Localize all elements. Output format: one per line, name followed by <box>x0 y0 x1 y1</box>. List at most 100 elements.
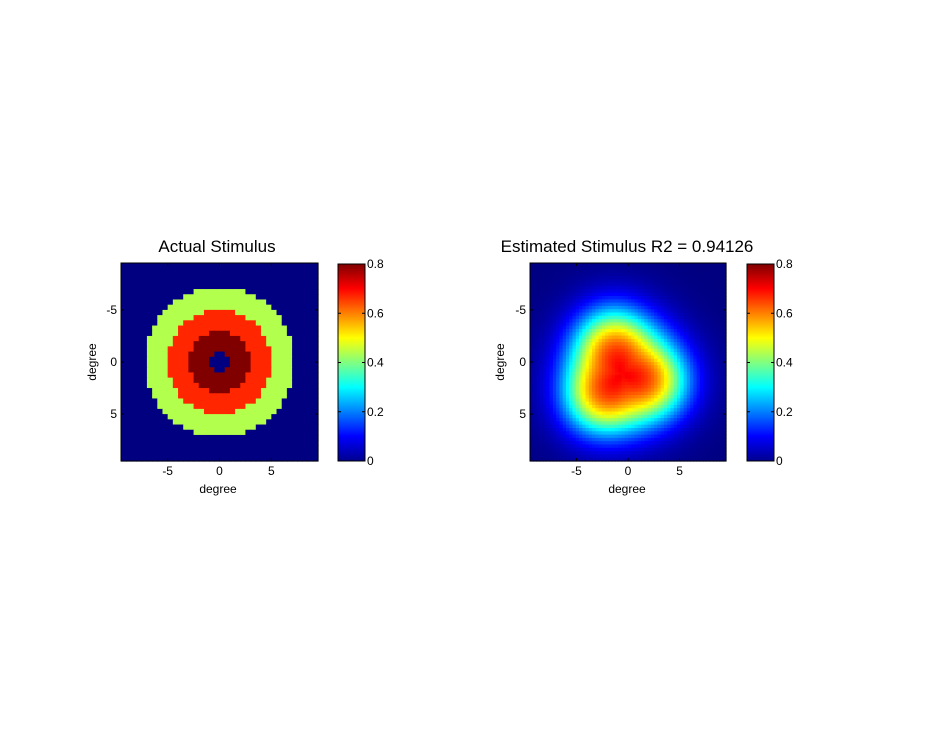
heatmap-cell <box>716 338 721 343</box>
heatmap-cell <box>536 335 541 340</box>
heatmap-cell <box>167 398 174 405</box>
heatmap-cell <box>663 279 668 284</box>
heatmap-cell <box>709 338 714 343</box>
heatmap-cell <box>579 358 583 363</box>
heatmap-cell <box>152 445 158 452</box>
heatmap-cell <box>588 289 593 294</box>
heatmap-cell <box>546 431 551 436</box>
heatmap-cell <box>136 429 143 436</box>
heatmap-cell <box>575 325 580 330</box>
heatmap-cell <box>598 286 603 290</box>
heatmap-cell <box>690 282 694 287</box>
heatmap-cell <box>556 266 560 271</box>
heatmap-cell <box>530 332 534 337</box>
heatmap-cell <box>657 378 662 383</box>
heatmap-cell <box>556 338 560 343</box>
heatmap-cell <box>579 434 583 439</box>
heatmap-cell <box>579 418 583 422</box>
heatmap-cell <box>647 391 652 396</box>
heatmap-cell <box>618 312 623 317</box>
heatmap-cell <box>307 325 314 332</box>
heatmap-cell <box>543 437 547 442</box>
heatmap-cell <box>572 276 577 281</box>
heatmap-cell <box>271 372 278 379</box>
heatmap-cell <box>703 368 707 373</box>
heatmap-cell <box>235 382 241 389</box>
heatmap-cell <box>245 304 252 311</box>
heatmap-cell <box>641 431 645 436</box>
heatmap-cell <box>126 450 132 457</box>
heatmap-cell <box>670 263 675 267</box>
heatmap-cell <box>614 421 619 426</box>
heatmap-cell <box>686 358 691 363</box>
heatmap-cell <box>260 419 267 426</box>
heatmap-cell <box>605 338 609 343</box>
heatmap-cell <box>611 408 616 413</box>
heatmap-cell <box>146 455 153 462</box>
heatmap-cell <box>608 299 613 304</box>
heatmap-cell <box>716 279 721 284</box>
heatmap-cell <box>592 437 596 442</box>
heatmap-cell <box>716 269 721 274</box>
heatmap-cell <box>677 345 681 350</box>
heatmap-cell <box>579 378 583 383</box>
heatmap-cell <box>601 319 606 323</box>
heatmap-cell <box>660 431 665 436</box>
heatmap-cell <box>628 362 632 366</box>
heatmap-cell <box>121 403 127 410</box>
heatmap-cell <box>141 377 148 384</box>
heatmap-cell <box>618 302 623 307</box>
heatmap-cell <box>611 289 616 294</box>
heatmap-cell <box>703 362 707 366</box>
heatmap-cell <box>680 292 685 297</box>
heatmap-cell <box>693 286 698 290</box>
heatmap-cell <box>224 419 231 426</box>
heatmap-cell <box>614 414 619 419</box>
heatmap-cell <box>565 312 570 317</box>
heatmap-cell <box>670 375 675 380</box>
heatmap-cell <box>598 276 603 281</box>
heatmap-cell <box>706 325 711 330</box>
heatmap-cell <box>657 451 662 455</box>
heatmap-cell <box>575 296 580 300</box>
heatmap-cell <box>193 445 200 452</box>
heatmap-cell <box>706 434 711 439</box>
heatmap-cell <box>637 325 642 330</box>
heatmap-cell <box>722 269 727 274</box>
heatmap-cell <box>614 322 619 327</box>
heatmap-cell <box>575 319 580 323</box>
heatmap-cell <box>686 444 691 449</box>
heatmap-cell <box>121 445 127 452</box>
heatmap-cell <box>559 388 564 393</box>
heatmap-cell <box>546 454 551 459</box>
heatmap-cell <box>556 302 560 307</box>
heatmap-cell <box>598 434 603 439</box>
heatmap-cell <box>556 365 560 370</box>
heatmap-cell <box>598 424 603 429</box>
heatmap-cell <box>146 382 153 389</box>
heatmap-cell <box>575 329 580 333</box>
heatmap-cell <box>611 375 616 380</box>
heatmap-cell <box>530 404 534 409</box>
heatmap-cell <box>624 329 629 333</box>
heatmap-cell <box>628 391 632 396</box>
heatmap-cell <box>162 356 169 363</box>
heatmap-cell <box>579 444 583 449</box>
heatmap-cell <box>193 325 200 332</box>
heatmap-cell <box>618 325 623 330</box>
heatmap-cell <box>565 342 570 347</box>
heatmap-cell <box>686 371 691 376</box>
heatmap-cell <box>703 441 707 446</box>
heatmap-cell <box>549 428 554 432</box>
heatmap-cell <box>203 341 210 347</box>
heatmap-cell <box>136 289 143 295</box>
heatmap-cell <box>536 395 541 399</box>
heatmap-cell <box>579 263 583 267</box>
heatmap-cell <box>657 398 662 403</box>
heatmap-cell <box>690 358 694 363</box>
heatmap-cell <box>618 335 623 340</box>
heatmap-cell <box>654 444 658 449</box>
heatmap-cell <box>696 322 701 327</box>
heatmap-cell <box>631 338 636 343</box>
heatmap-cell <box>302 309 309 316</box>
